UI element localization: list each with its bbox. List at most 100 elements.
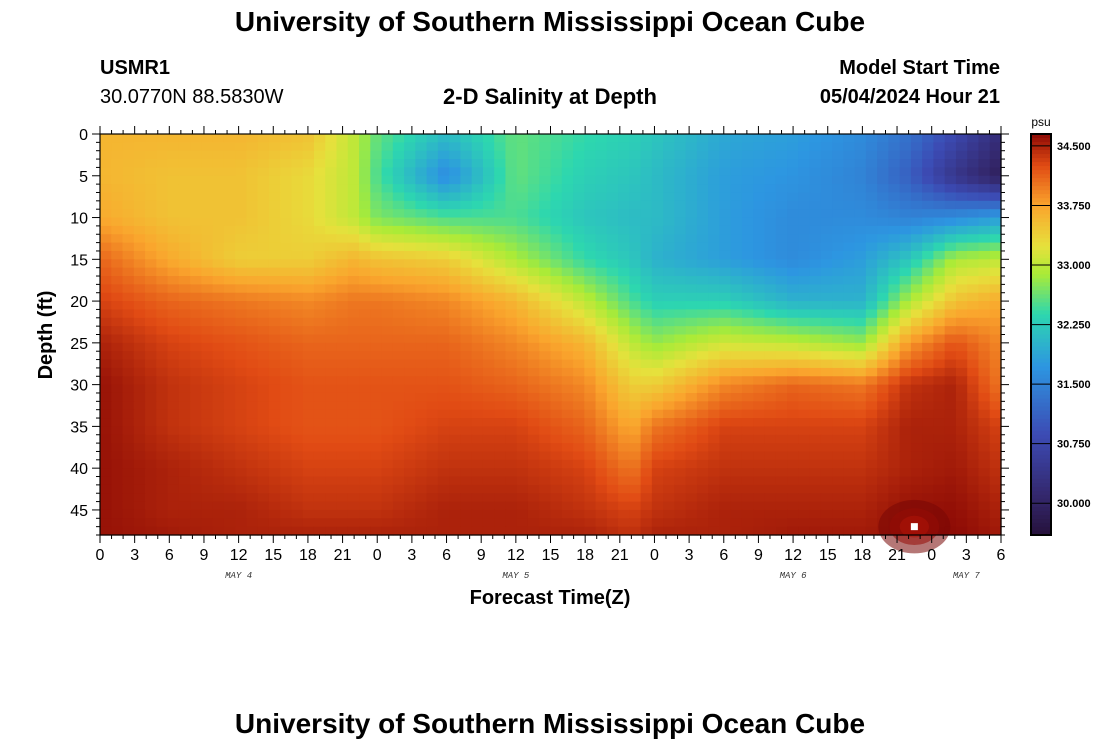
heatmap-cell [516,426,529,436]
heatmap-cell [516,292,529,302]
heatmap-cell [156,292,169,302]
heatmap-cell [922,259,935,269]
heatmap-cell [561,142,574,152]
heatmap-cell [246,426,259,436]
colorbar-band [1031,190,1051,195]
heatmap-cell [741,334,754,344]
heatmap-cell [832,225,844,235]
heatmap-cell [257,234,270,244]
heatmap-cell [595,459,608,469]
heatmap-cell [595,209,608,219]
heatmap-cell [133,217,146,227]
heatmap-cell [212,451,225,461]
colorbar-band [1031,418,1051,424]
heatmap-cell [584,342,597,352]
heatmap-cell [910,493,923,503]
colorbar-band [1031,302,1051,307]
heatmap-cell [426,175,439,185]
heatmap-cell [573,401,585,411]
heatmap-cell [527,509,540,519]
heatmap-cell [347,351,360,361]
heatmap-cell [100,150,112,160]
heatmap-cell [573,484,585,494]
heatmap-cell [708,250,721,260]
heatmap-cell [212,217,225,227]
heatmap-cell [809,284,822,294]
heatmap-cell [685,242,698,252]
heatmap-cell [505,392,518,402]
heatmap-cell [336,134,349,143]
heatmap-cell [505,409,518,419]
heatmap-cell [865,376,878,386]
heatmap-cell [381,418,394,427]
heatmap-cell [190,367,202,377]
heatmap-cell [404,451,416,461]
heatmap-cell [910,167,923,177]
heatmap-cell [787,401,799,411]
heatmap-cell [719,459,732,469]
heatmap-cell [865,367,878,377]
heatmap-cell [888,217,901,227]
heatmap-cell [910,451,923,461]
heatmap-cell [663,167,675,177]
heatmap-cell [967,509,980,519]
heatmap-cell [539,259,552,269]
heatmap-cell [449,334,461,344]
heatmap-cell [741,276,754,285]
heatmap-cell [787,384,799,394]
heatmap-cell [663,443,675,453]
heatmap-cell [257,134,270,143]
heatmap-cell [190,392,202,402]
heatmap-cell [955,292,968,302]
heatmap-cell [696,317,709,327]
heatmap-cell [865,409,878,419]
heatmap-cell [516,409,529,419]
heatmap-cell [145,200,157,210]
heatmap-cell [820,134,833,143]
heatmap-cell [809,167,822,177]
heatmap-cell [268,426,281,436]
heatmap-cell [967,468,980,478]
heatmap-cell [100,451,112,461]
heatmap-cell [640,426,653,436]
heatmap-cell [122,459,135,469]
heatmap-cell [618,209,630,219]
heatmap-cell [843,326,856,336]
heatmap-cell [865,342,878,352]
heatmap-cell [190,200,202,210]
heatmap-cell [820,459,833,469]
heatmap-cell [268,392,281,402]
heatmap-cell [527,434,540,444]
heatmap-cell [246,209,259,219]
heatmap-cell [100,426,112,436]
heatmap-cell [415,192,428,202]
heatmap-cell [280,309,293,319]
heatmap-cell [313,518,326,528]
heatmap-cell [809,225,822,235]
colorbar-band [1031,270,1051,275]
heatmap-cell [359,401,371,411]
heatmap-cell [989,284,1002,294]
heatmap-cell [347,134,360,143]
heatmap-cell [640,518,653,528]
heatmap-cell [167,443,180,453]
heatmap-cell [967,225,980,235]
heatmap-cell [595,426,608,436]
heatmap-cell [753,526,766,536]
heatmap-cell [888,276,901,285]
heatmap-cell [190,276,202,285]
heatmap-cell [629,200,642,210]
heatmap-cell [325,317,338,327]
heatmap-cell [223,217,236,227]
heatmap-cell [437,167,450,177]
heatmap-cell [775,267,788,277]
heatmap-cell [190,409,202,419]
heatmap-cell [843,401,856,411]
heatmap-cell [223,392,236,402]
heatmap-cell [708,418,721,427]
heatmap-cell [404,167,416,177]
heatmap-cell [832,192,844,202]
heatmap-cell [100,484,112,494]
heatmap-cell [843,476,856,486]
heatmap-cell [325,167,338,177]
